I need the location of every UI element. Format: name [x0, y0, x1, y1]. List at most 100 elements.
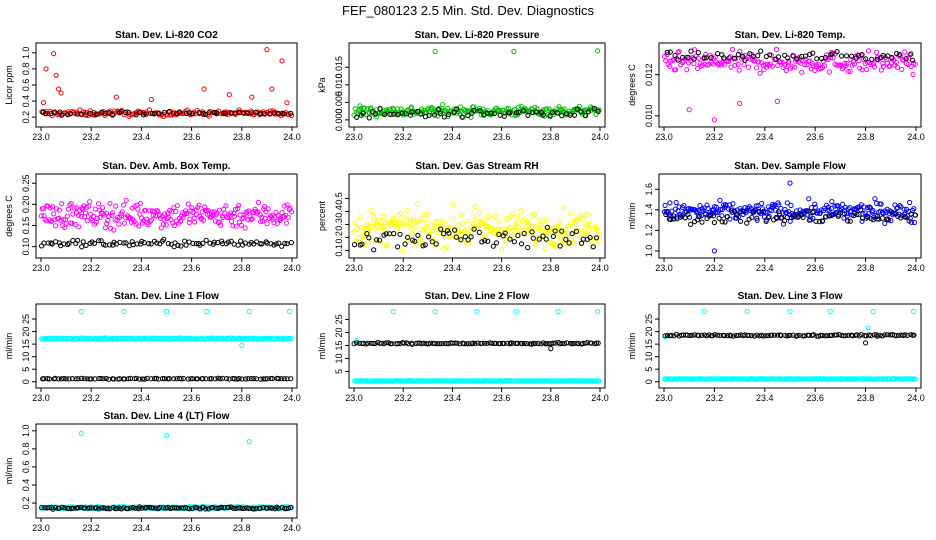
data-point	[759, 200, 765, 207]
data-point	[78, 308, 84, 315]
data-point	[705, 205, 711, 211]
y-axis-label: percent	[317, 200, 327, 231]
data-point	[776, 209, 782, 215]
data-point	[726, 55, 732, 61]
x-tick-label: 23.0	[32, 263, 50, 273]
data-point	[203, 506, 209, 512]
data-point	[485, 238, 491, 244]
data-point	[282, 240, 288, 246]
data-point	[904, 332, 911, 338]
data-point	[769, 63, 776, 69]
data-point	[747, 51, 753, 57]
data-point	[757, 70, 763, 76]
data-point	[513, 309, 520, 315]
panel-title: Stan. Dev. Li-820 Pressure	[415, 30, 540, 41]
y-tick-label: 0.1	[334, 244, 344, 257]
data-point	[673, 331, 680, 338]
plot-frame	[35, 303, 298, 389]
data-point	[556, 218, 563, 224]
x-tick-label: 23.4	[756, 263, 774, 273]
data-point	[753, 203, 759, 209]
data-point	[832, 211, 838, 217]
data-point	[156, 110, 162, 117]
x-tick-label: 23.2	[394, 132, 412, 142]
data-point	[581, 213, 587, 219]
data-point	[496, 219, 502, 225]
data-point	[139, 376, 146, 382]
y-tick-label: 20	[644, 327, 654, 337]
data-point	[432, 48, 438, 55]
data-point	[358, 225, 364, 231]
data-point	[201, 86, 207, 92]
data-point	[133, 375, 139, 381]
data-point	[468, 231, 474, 237]
data-point	[156, 212, 162, 218]
data-point	[696, 333, 702, 339]
data-point	[454, 106, 460, 112]
data-point	[173, 208, 179, 215]
data-point	[279, 58, 285, 64]
data-points	[351, 48, 602, 121]
data-point	[851, 213, 857, 219]
data-point	[352, 220, 358, 226]
data-point	[354, 225, 360, 231]
data-point	[457, 104, 464, 110]
data-point	[454, 340, 460, 346]
data-point	[465, 218, 471, 224]
data-point	[550, 340, 556, 346]
data-point	[273, 241, 279, 247]
data-point	[90, 213, 97, 219]
data-point	[121, 240, 127, 246]
data-point	[691, 56, 697, 62]
data-point	[910, 57, 916, 63]
data-point	[788, 202, 794, 208]
data-point	[61, 375, 67, 382]
data-point	[524, 228, 530, 234]
data-point	[75, 376, 81, 382]
data-point	[570, 341, 576, 347]
data-point	[147, 218, 153, 224]
x-tick-label: 23.0	[655, 393, 673, 403]
data-point	[387, 106, 393, 113]
data-point	[529, 229, 535, 235]
data-point	[557, 235, 564, 241]
data-point	[790, 53, 796, 59]
data-point	[405, 234, 411, 240]
y-axis-label: ml/min	[317, 333, 327, 360]
data-point	[566, 240, 572, 246]
data-point	[125, 376, 132, 382]
data-point	[426, 112, 432, 119]
data-point	[176, 109, 183, 115]
data-point	[856, 58, 862, 64]
data-point	[160, 221, 166, 227]
data-point	[717, 197, 723, 203]
data-point	[285, 505, 291, 511]
data-point	[741, 208, 747, 214]
data-point	[771, 332, 778, 338]
data-point	[662, 333, 668, 339]
data-point	[465, 237, 471, 243]
data-point	[404, 221, 410, 227]
data-point	[744, 308, 750, 315]
data-point	[255, 199, 261, 206]
data-point	[544, 224, 551, 230]
data-point	[472, 204, 478, 210]
x-tick-label: 23.4	[444, 132, 462, 142]
data-point	[91, 240, 98, 246]
data-point	[66, 240, 72, 246]
data-point	[231, 210, 237, 217]
data-point	[539, 225, 546, 231]
y-tick-label: 0	[21, 379, 31, 384]
data-point	[574, 217, 580, 223]
data-point	[121, 220, 128, 226]
data-point	[699, 219, 705, 225]
data-point	[530, 230, 536, 236]
x-tick-label: 23.8	[857, 132, 875, 142]
data-point	[78, 375, 85, 381]
data-point	[460, 221, 466, 227]
data-point	[673, 200, 679, 206]
data-point	[458, 237, 464, 243]
data-point	[68, 200, 74, 207]
x-tick-label: 24.0	[591, 132, 609, 142]
data-point	[869, 56, 875, 63]
